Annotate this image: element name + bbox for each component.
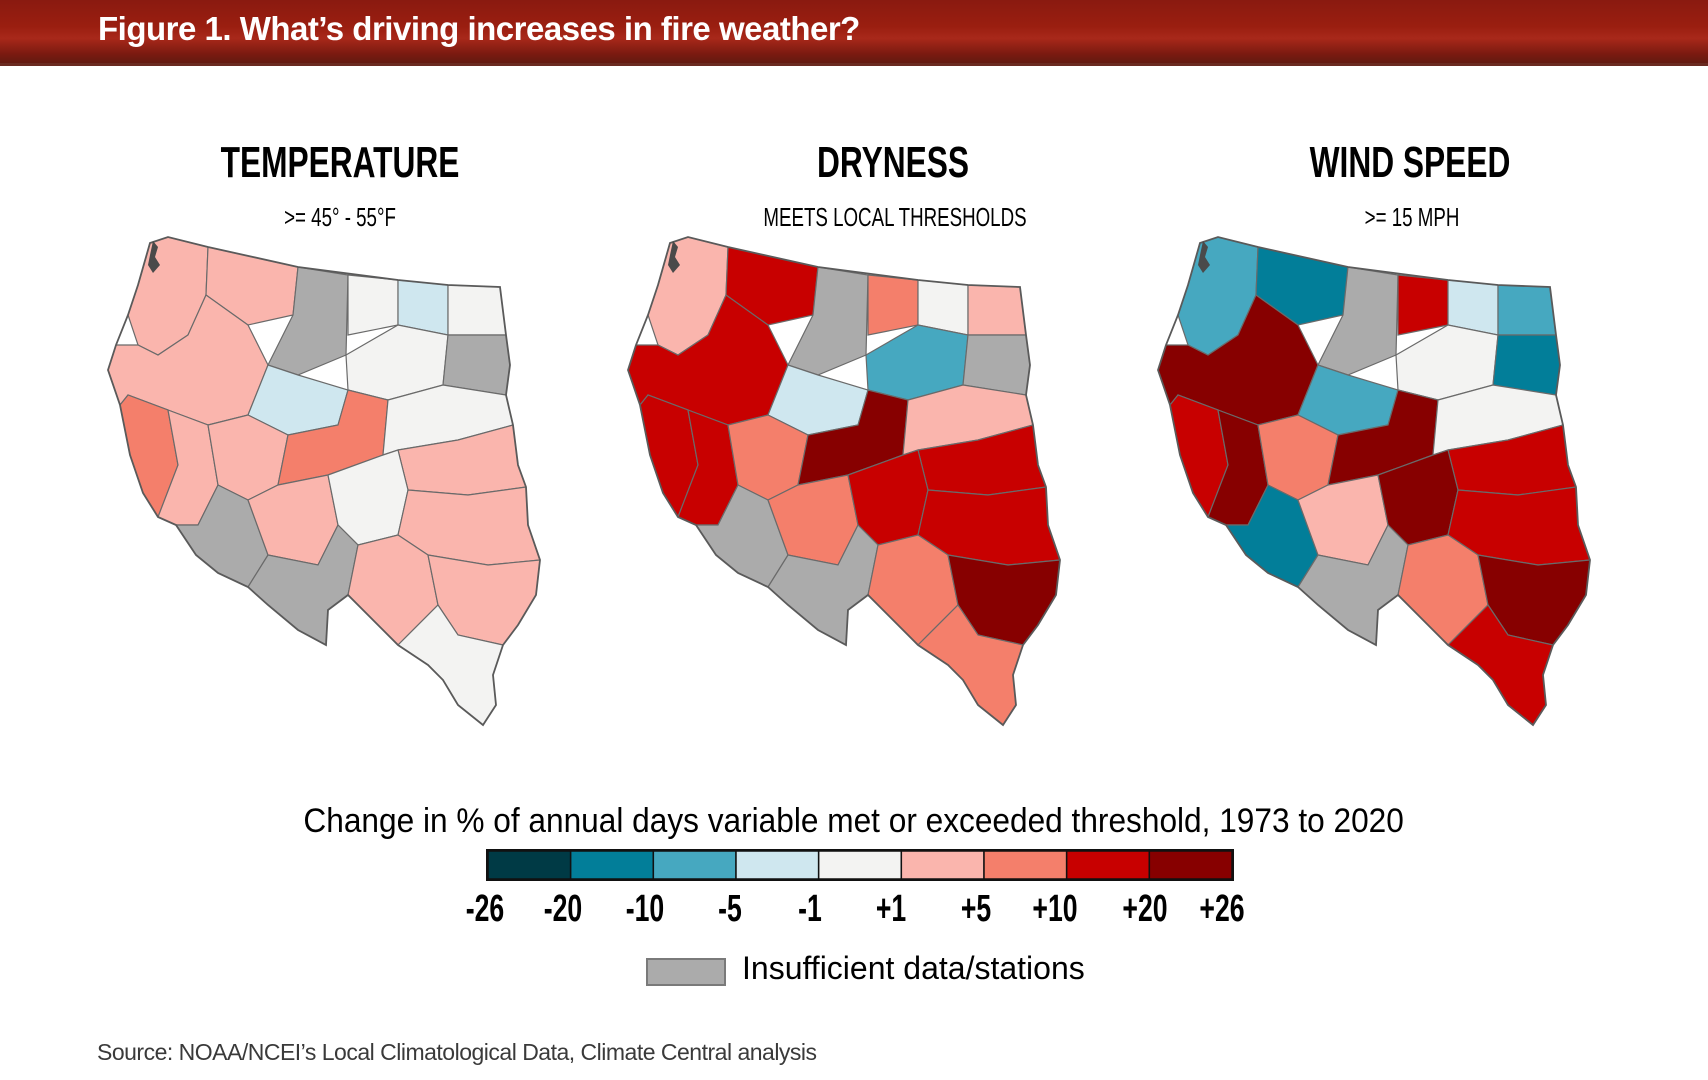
colorbar-bin <box>487 850 572 880</box>
tick-label: +1 <box>875 888 907 930</box>
tick-label: +5 <box>960 888 992 930</box>
colorbar-bin <box>817 850 903 880</box>
panel-subtitle-wind-speed: >= 15 MPH <box>1364 202 1460 232</box>
tick-label: -5 <box>718 888 742 930</box>
puget-sound <box>148 241 160 273</box>
source-note: Source: NOAA/NCEI’s Local Climatological… <box>97 1039 817 1065</box>
map-region <box>967 284 1027 336</box>
panel-subtitle-dryness: MEETS LOCAL THRESHOLDS <box>763 202 1027 232</box>
tick-label: -10 <box>625 888 665 930</box>
colorbar-bin <box>569 850 655 880</box>
figure-header: Figure 1. What’s driving increases in fi… <box>0 0 1708 66</box>
insufficient-data-swatch <box>646 958 726 986</box>
panel-subtitle-temperature: >= 45° - 55°F <box>284 202 396 232</box>
map-region <box>347 274 399 336</box>
panel-title-temperature: TEMPERATURE <box>220 138 460 187</box>
legend-title: Change in % of annual days variable met … <box>303 802 1405 840</box>
figure-title: Figure 1. What’s driving increases in fi… <box>98 10 860 47</box>
map-wind-speed <box>1157 236 1591 727</box>
tick-label: -1 <box>798 888 822 930</box>
colorbar-bin <box>1065 850 1151 880</box>
map-region <box>447 284 507 336</box>
colorbar-bin <box>1148 850 1233 880</box>
panel-title-wind-speed: WIND SPEED <box>1309 138 1511 187</box>
tick-label: +20 <box>1122 888 1168 930</box>
insufficient-data-label: Insufficient data/stations <box>742 950 1085 986</box>
colorbar-bin <box>652 850 737 880</box>
map-outline <box>627 236 1061 727</box>
map-outline <box>107 236 541 727</box>
colorbar-bin <box>900 850 985 880</box>
tick-label: -26 <box>465 888 505 930</box>
colorbar-bin <box>735 850 820 880</box>
colorbar <box>486 849 1234 881</box>
tick-label: +26 <box>1199 888 1245 930</box>
map-dryness <box>627 236 1061 727</box>
puget-sound <box>1198 241 1210 273</box>
tick-label: +10 <box>1032 888 1078 930</box>
map-temperature <box>107 236 541 727</box>
map-region <box>1397 274 1449 336</box>
puget-sound <box>668 241 680 273</box>
panel-title-dryness: DRYNESS <box>817 138 969 187</box>
map-outline <box>1157 236 1591 727</box>
map-region <box>1497 284 1557 336</box>
map-region <box>867 274 919 336</box>
tick-label: -20 <box>543 888 583 930</box>
colorbar-bin <box>983 850 1068 880</box>
